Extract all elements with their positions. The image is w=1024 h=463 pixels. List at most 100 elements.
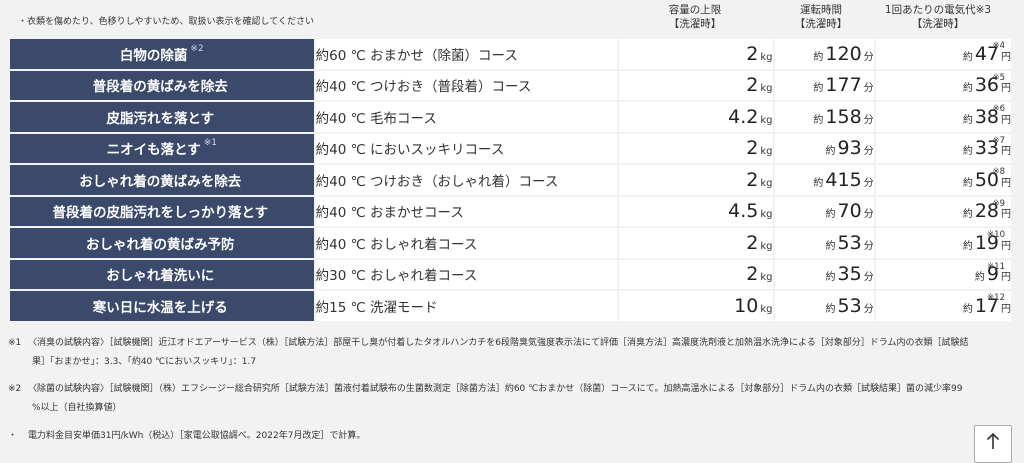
table-row: 皮脂汚れを落とす 約40 ℃ 毛布コース 4.2 kg 約 158 分約 38 円 ※6 [10,102,1011,132]
purpose-label: 寒い日に水温を上げる [92,299,228,316]
cost-value: 28 [974,200,999,223]
footnote: ※1 〈消臭の試験内容〉［試験機関］近江オドエアーサービス（株）［試験方法］部屋干… [8,334,1008,372]
row-purpose: 白物の除菌 ※2 [10,39,316,69]
header-cost-title: 1回あたりの電気代 [884,4,976,16]
time-value: 177 [825,74,862,97]
capacity-value: 2 [746,231,759,254]
row-course: 約40 ℃ おしゃれ着コース [315,228,620,258]
time-value: 70 [837,200,862,223]
time-prefix: 約 [825,240,836,252]
cost-value: 50 [974,168,999,191]
row-time: 約 120 分 [774,39,876,69]
cost-unit: 円 [1001,209,1011,221]
cost-ref: ※5 [992,72,1005,83]
time-prefix: 約 [825,209,836,221]
table-row: 普段着の皮脂汚れをしっかり落とす 約40 ℃ おまかせコース 4.5 kg 約 70 分約 2… [10,196,1011,226]
row-time: 約 53 分 [774,291,876,321]
row-cost: 約 9 円 ※11 [875,259,1011,289]
cost-ref: ※8 [992,167,1005,177]
row-capacity: 2 kg [619,39,775,69]
row-purpose: 普段着の皮脂汚れをしっかり落とす [10,196,316,226]
time-prefix: 約 [813,51,824,63]
cost-unit: 円 [1001,83,1011,95]
time-value: 93 [837,137,862,160]
table-row: ニオイも落とす ※1 約40 ℃ においスッキリコース 2 kg 約 93 分約 33 円 ※7 [10,133,1011,163]
capacity-value: 4.5 [728,200,759,223]
row-course: 約30 ℃ おしゃれ着コース [315,259,620,289]
capacity-unit: kg [760,240,773,252]
capacity-unit: kg [760,51,773,63]
cost-unit: 円 [1001,303,1011,315]
cost-ref: ※4 [992,41,1005,51]
time-unit: 分 [863,240,874,252]
time-value: 53 [837,231,862,254]
capacity-value: 2 [746,42,759,65]
care-note: ・衣類を傷めたり、色移りしやすいため、取扱い表示を確認してください [18,17,315,27]
time-value: 415 [825,168,862,191]
capacity-value: 4.2 [728,105,759,128]
purpose-label: おしゃれ着の黄ばみ予防 [86,236,235,253]
footnote-line-cont: %以上（自社換算値） [32,403,122,413]
cost-prefix: 約 [974,272,985,284]
footnote: ・電力料金目安単価31円/kWh（税込）［家電公取協調べ。2022年7月改定］で… [8,427,1008,446]
row-capacity: 2 kg [619,228,775,258]
row-cost: 約 19 円 ※10 [875,228,1011,258]
time-prefix: 約 [825,146,836,158]
capacity-value: 2 [746,137,759,160]
table-row: 寒い日に水温を上げる 約15 ℃ 洗濯モード 10 kg 約 53 分約 17 円 ※12 [10,291,1011,321]
scroll-top-button[interactable] [974,425,1012,463]
row-course: 約40 ℃ つけおき（普段着）コース [315,70,620,100]
footnote-line: 〈消臭の試験内容〉［試験機関］近江オドエアーサービス（株）［試験方法］部屋干し臭… [28,338,969,348]
capacity-value: 2 [746,263,759,286]
header-time-title: 運転時間 [800,4,842,16]
capacity-unit: kg [760,303,773,315]
capacity-unit: kg [760,146,773,158]
time-value: 158 [825,105,862,128]
row-cost: 約 47 円 ※4 [875,39,1011,69]
time-unit: 分 [863,114,874,126]
cost-prefix: 約 [962,209,973,221]
cost-unit: 円 [1001,272,1011,284]
capacity-unit: kg [760,272,773,284]
purpose-label: 白物の除菌 [119,47,188,64]
table-row: 普段着の黄ばみを除去 約40 ℃ つけおき（普段着）コース 2 kg 約 177 分約 36 円… [10,70,1011,100]
cost-prefix: 約 [962,146,973,158]
row-capacity: 2 kg [619,70,775,100]
time-value: 120 [825,42,862,65]
row-cost: 約 50 円 ※8 [875,165,1011,195]
row-purpose: おしゃれ着の黄ばみ予防 [10,228,316,258]
row-purpose: 皮脂汚れを落とす [10,102,316,132]
header-time-sub: 【洗濯時】 [794,17,848,30]
row-cost: 約 17 円 ※12 [875,291,1011,321]
time-unit: 分 [863,272,874,284]
row-time: 約 70 分 [774,196,876,226]
row-capacity: 2 kg [619,133,775,163]
header-cost-ref: ※3 [975,4,992,16]
row-cost: 約 36 円 ※5 [875,70,1011,100]
capacity-value: 2 [746,74,759,97]
cost-unit: 円 [1001,146,1011,158]
header-cost-sub: 【洗濯時】 [911,17,965,30]
cost-ref: ※10 [987,230,1005,240]
capacity-unit: kg [760,114,773,126]
row-purpose: 寒い日に水温を上げる [10,291,316,321]
cost-prefix: 約 [962,114,973,126]
header-time: 運転時間 【洗濯時】 [773,4,869,31]
row-cost: 約 33 円 ※7 [875,133,1011,163]
cost-ref: ※11 [987,261,1005,272]
header-cost: 1回あたりの電気代※3 【洗濯時】 [868,4,1008,31]
cost-ref: ※9 [992,198,1005,209]
row-capacity: 10 kg [619,291,775,321]
time-unit: 分 [863,83,874,95]
purpose-ref: ※2 [190,43,204,54]
time-value: 53 [837,294,862,317]
time-prefix: 約 [813,177,824,189]
row-cost: 約 38 円 ※6 [875,102,1011,132]
footnote-line: 〈除菌の試験内容〉［試験機関］（株）エフシージー総合研究所［試験方法］菌液付着試… [28,384,963,394]
footnote-line: 電力料金目安単価31円/kWh（税込）［家電公取協調べ。2022年7月改定］で計… [28,431,366,441]
row-capacity: 4.2 kg [619,102,775,132]
footnote-mark: ※2 [8,384,22,394]
header-capacity-sub: 【洗濯時】 [668,17,722,30]
cost-value: 47 [974,42,999,65]
cost-prefix: 約 [962,240,973,252]
